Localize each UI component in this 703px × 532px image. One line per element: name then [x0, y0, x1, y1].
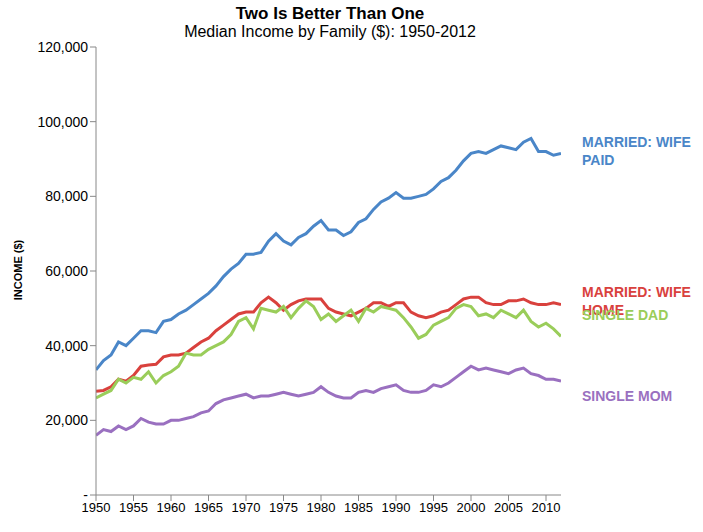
html-text:Median Income by Family ($): 1: Median Income by Family ($): 1950-2012 [184, 23, 476, 40]
html-text:Two Is Better Than One: Two Is Better Than One [235, 4, 425, 23]
svg-text:40,000: 40,000 [45, 338, 88, 354]
html-text:SINGLE DAD: SINGLE DAD [582, 307, 669, 324]
svg-text:1995: 1995 [419, 500, 448, 515]
svg-text:2005: 2005 [494, 500, 523, 515]
svg-text:1970: 1970 [232, 500, 261, 515]
svg-text:1985: 1985 [344, 500, 373, 515]
svg-text:1950: 1950 [81, 500, 111, 516]
svg-text:1975: 1975 [269, 500, 298, 515]
svg-text:1965: 1965 [194, 500, 223, 515]
svg-text:100,000: 100,000 [37, 114, 88, 130]
svg-text:2010: 2010 [532, 500, 561, 515]
svg-text:80,000: 80,000 [45, 188, 88, 204]
svg-text:20,000: 20,000 [45, 412, 88, 428]
svg-text:1955: 1955 [119, 500, 148, 515]
svg-text:-: - [83, 487, 88, 503]
svg-text:1960: 1960 [157, 500, 186, 515]
html-text:INCOME ($): INCOME ($) [12, 239, 24, 301]
html-text:SINGLE MOM: SINGLE MOM [582, 388, 673, 405]
svg-text:2000: 2000 [457, 500, 486, 515]
html-text:MARRIED: WIFE HOME: MARRIED: WIFE HOME [582, 283, 691, 318]
html-text:MARRIED: WIFE PAID: MARRIED: WIFE PAID [582, 134, 691, 169]
svg-text:60,000: 60,000 [45, 263, 88, 279]
svg-text:1980: 1980 [307, 500, 336, 515]
svg-text:1990: 1990 [382, 500, 411, 515]
svg-text:120,000: 120,000 [37, 39, 88, 55]
